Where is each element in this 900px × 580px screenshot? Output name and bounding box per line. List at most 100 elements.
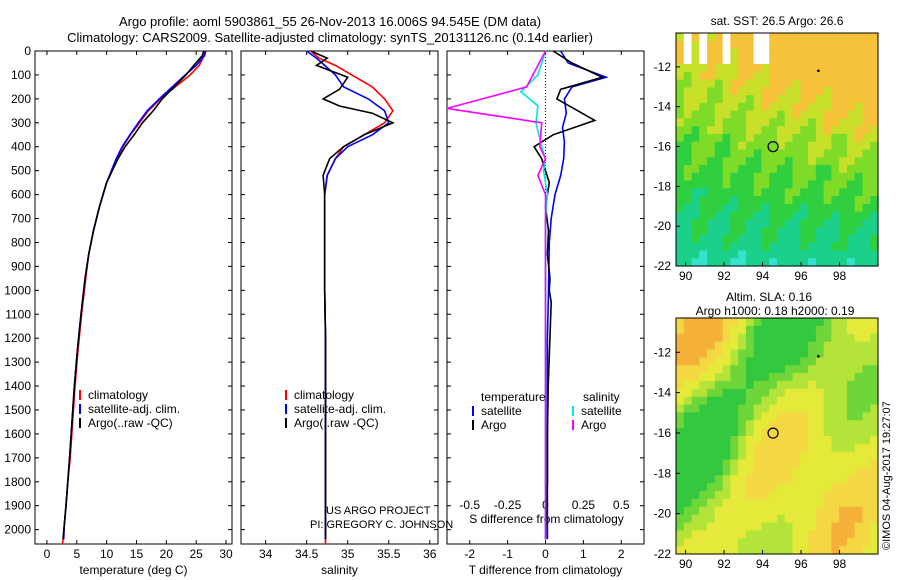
sst-cell <box>691 227 700 236</box>
sla-cell <box>800 333 809 343</box>
sla-cell <box>862 538 871 547</box>
pi-credit: PI: GREGORY C. JOHNSON <box>310 519 454 531</box>
sla-cell <box>745 412 755 421</box>
sst-cell <box>676 141 685 151</box>
sla-cell <box>714 451 724 461</box>
sst-cell <box>761 133 770 143</box>
sla-cell <box>761 451 770 461</box>
sst-cell <box>870 102 879 112</box>
sla-cell <box>777 373 786 382</box>
sla-cell <box>761 483 770 492</box>
sla-cell <box>714 428 724 437</box>
sla-cell <box>831 318 840 327</box>
sst-cell <box>769 141 778 151</box>
sla-cell <box>722 522 731 531</box>
sst-cell <box>846 180 856 189</box>
sst-cell <box>714 33 724 42</box>
sla-cell <box>784 483 794 492</box>
sla-cell <box>722 475 731 484</box>
sst-cell <box>745 141 755 151</box>
sla-cell <box>769 373 778 382</box>
sla-cell <box>699 506 708 516</box>
sst-cell <box>753 71 763 81</box>
sst-cell <box>831 165 840 174</box>
sla-cell <box>714 530 724 539</box>
sla-cell <box>753 396 763 406</box>
sla-cell <box>683 538 693 547</box>
sla-cell <box>854 475 864 484</box>
sla-cell <box>730 373 739 382</box>
sla-cell <box>683 467 693 476</box>
sst-map-frame <box>675 32 879 267</box>
sst-cell <box>707 33 716 42</box>
sst-cell <box>846 250 856 259</box>
sla-cell <box>714 396 724 406</box>
sst-cell <box>683 172 693 182</box>
sst-cell <box>800 188 809 197</box>
sst-cell <box>831 126 840 135</box>
sst-cell <box>862 71 871 81</box>
sla-subtitle: Argo h1000: 0.18 h2000: 0.19 <box>696 304 855 318</box>
sla-cell <box>823 467 832 476</box>
sla-cell <box>683 357 693 366</box>
sla-cell <box>870 357 879 366</box>
sst-cell <box>854 95 864 104</box>
sla-cell <box>699 373 708 382</box>
sst-cell <box>714 250 724 259</box>
sla-cell <box>854 318 864 327</box>
sst-cell <box>823 102 832 112</box>
sst-cell <box>691 188 700 197</box>
sst-cell <box>808 141 817 151</box>
sla-cell <box>730 388 739 398</box>
sla-cell <box>722 365 731 374</box>
sst-cell <box>831 180 840 189</box>
sla-cell <box>846 341 856 351</box>
sla-cell <box>676 475 685 484</box>
sla-cell <box>777 412 786 421</box>
sst-cell <box>792 258 801 267</box>
sla-cell <box>862 436 871 445</box>
sst-cell <box>823 250 832 259</box>
sla-cell <box>761 412 770 421</box>
sla-cell <box>823 546 832 555</box>
sla-cell <box>699 357 708 366</box>
sla-cell <box>862 514 871 524</box>
sst-cell <box>676 227 685 236</box>
sla-cell <box>714 538 724 547</box>
sst-cell <box>769 165 778 174</box>
sla-cell <box>769 443 778 453</box>
sla-cell <box>792 420 801 429</box>
sla-cell <box>846 349 856 358</box>
sst-cell <box>699 196 708 205</box>
sla-cell <box>738 522 747 531</box>
sla-cell <box>808 475 817 484</box>
temp-xtick-label: 15 <box>130 547 144 561</box>
sst-cell <box>870 203 879 213</box>
sst-cell <box>846 203 856 213</box>
sla-cell <box>862 388 871 398</box>
sla-cell <box>846 530 856 539</box>
sla-cell <box>683 436 693 445</box>
sla-cell <box>769 396 778 406</box>
sst-cell <box>815 33 825 42</box>
sla-lat-label: -22 <box>654 547 672 561</box>
sst-cell <box>784 118 794 127</box>
sst-cell <box>745 203 755 213</box>
sst-cell <box>769 110 778 120</box>
sla-cell <box>745 530 755 539</box>
sst-cell <box>854 211 864 220</box>
sst-cell <box>839 242 848 252</box>
sla-cell <box>862 333 871 343</box>
sst-cell <box>777 110 786 120</box>
sst-cell <box>823 211 832 220</box>
sla-cell <box>854 436 864 445</box>
sst-cell <box>777 258 786 267</box>
sst-cell <box>839 118 848 127</box>
sla-cell <box>769 459 778 469</box>
sla-cell <box>753 506 763 516</box>
sla-cell <box>745 467 755 476</box>
sst-cell <box>777 56 786 65</box>
sla-cell <box>707 349 716 358</box>
sst-lat-label: -16 <box>654 140 672 154</box>
sst-cell <box>683 157 693 166</box>
